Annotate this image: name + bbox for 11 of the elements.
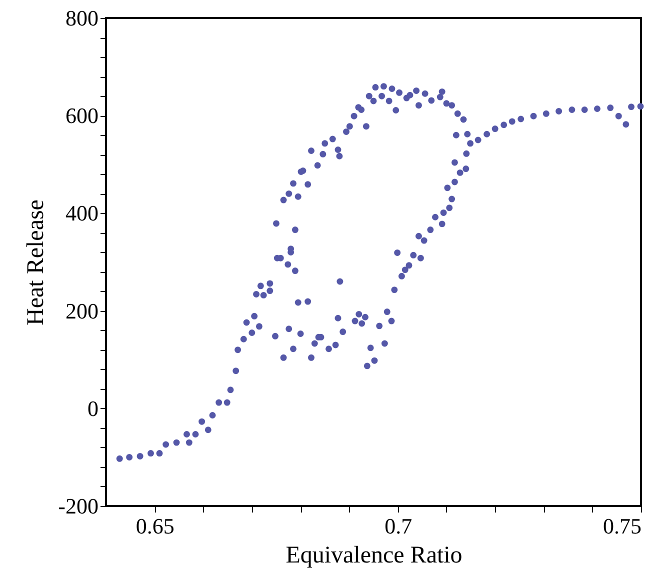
y-tick-label: 600 <box>66 103 98 128</box>
x-axis-title: Equivalence Ratio <box>286 542 462 568</box>
x-tick-label: 0.75 <box>603 514 642 538</box>
y-axis-title: Heat Release <box>23 200 50 326</box>
y-tick-label: 400 <box>66 200 98 226</box>
x-tick-label: 0.65 <box>136 514 174 538</box>
x-tick-label: 0.7 <box>384 514 412 538</box>
y-tick-label: 0 <box>88 396 98 421</box>
y-tick-label: 800 <box>66 6 98 30</box>
y-tick-label: 200 <box>66 298 98 324</box>
y-tick-label: -200 <box>58 494 98 518</box>
